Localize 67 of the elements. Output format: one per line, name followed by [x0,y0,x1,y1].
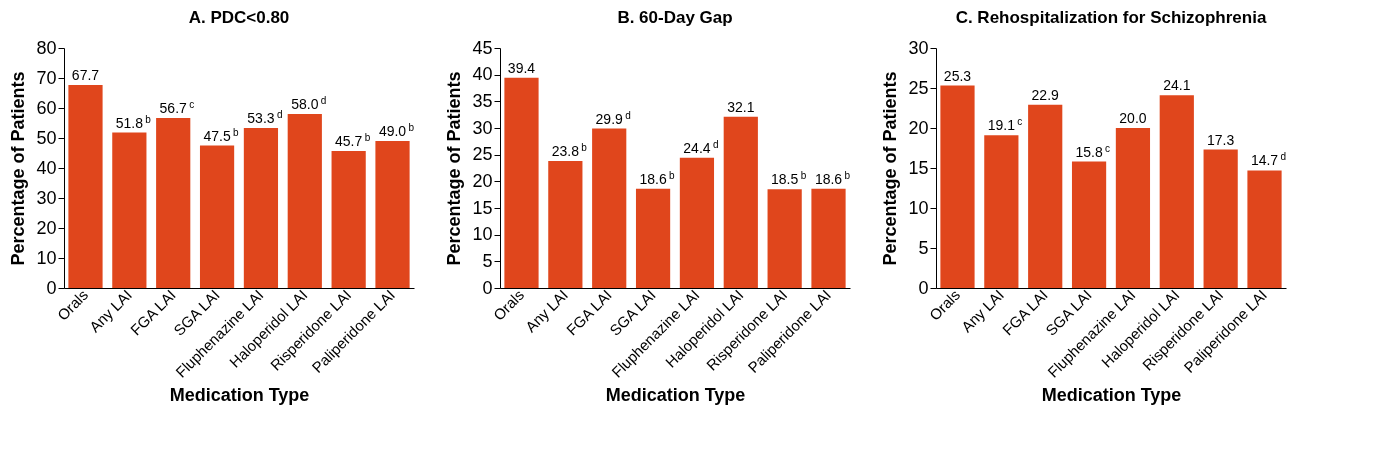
y-tick-label: 70 [36,67,57,88]
y-axis-title: Percentage of Patients [444,71,465,266]
y-tick-label: 20 [908,117,929,138]
y-tick-label: 10 [908,197,929,218]
x-axis-title: Medication Type [169,384,310,405]
y-tick-label: 50 [36,127,57,148]
data-label: 17.3 [1207,131,1235,148]
data-label: 39.4 [507,59,536,76]
y-tick-label: 20 [36,217,57,238]
chart-title: C. Rehospitalization for Schizophrenia [955,8,1267,27]
bar [723,116,758,288]
y-tick-label: 30 [908,37,929,58]
y-tick-label: 5 [482,250,493,271]
bar [767,189,802,288]
y-tick-label: 60 [36,97,57,118]
y-tick-label: 5 [918,237,929,258]
bar [1115,128,1151,288]
y-tick-label: 15 [472,197,493,218]
bar [592,128,627,288]
y-tick-label: 0 [482,277,493,298]
data-label: 22.9 [1031,86,1060,103]
y-tick-label: 30 [472,117,493,138]
bar [1028,104,1063,288]
bar [287,114,322,288]
y-tick-label: 10 [36,247,57,268]
y-tick-label: 40 [36,157,57,178]
bar [199,145,235,288]
chart-title: B. 60-Day Gap [617,8,733,27]
bar [375,141,410,288]
x-axis-title: Medication Type [605,384,746,405]
y-tick-label: 30 [36,187,57,208]
y-tick-label: 25 [472,144,493,165]
y-tick-label: 40 [472,64,493,85]
y-tick-label: 45 [472,37,493,58]
data-label: 24.1 [1163,77,1191,94]
y-tick-label: 20 [472,170,493,191]
bar [1159,95,1194,288]
bar [548,161,583,288]
y-tick-label: 15 [908,157,929,178]
y-tick-label: 0 [918,277,929,298]
y-tick-label: 0 [46,277,57,298]
bar [811,188,846,288]
chart-title: A. PDC<0.80 [188,8,290,27]
bar [635,188,671,288]
data-label: 20.0 [1119,110,1147,126]
bar [156,117,191,288]
data-label: 25.3 [943,67,972,84]
data-label: 32.1 [727,98,755,115]
bar [1071,161,1107,288]
bar [504,77,539,288]
y-tick-label: 10 [472,224,493,245]
bar [243,128,279,288]
bar [679,157,715,288]
y-axis-title: Percentage of Patients [880,71,901,266]
bar [1203,149,1238,288]
bar [1247,170,1282,288]
y-tick-label: 35 [472,90,493,111]
y-tick-label: 80 [36,37,57,58]
bar [940,85,975,288]
data-label: 67.7 [71,66,100,83]
bar [331,150,366,288]
bar [112,132,147,288]
bar [984,135,1019,288]
y-axis-title: Percentage of Patients [8,71,29,266]
bar [68,84,103,288]
y-tick-label: 25 [908,77,929,98]
x-axis-title: Medication Type [1041,384,1182,405]
